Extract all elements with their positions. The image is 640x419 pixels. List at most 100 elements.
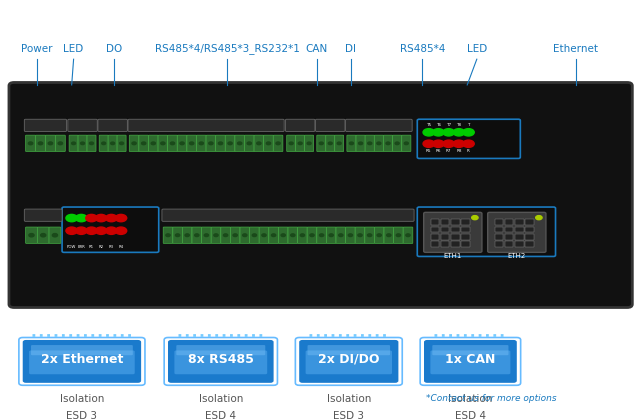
Text: 8x RS485: 8x RS485 bbox=[188, 353, 253, 366]
FancyBboxPatch shape bbox=[402, 135, 411, 152]
Circle shape bbox=[310, 234, 314, 237]
Bar bbox=[431, 234, 439, 240]
FancyBboxPatch shape bbox=[202, 227, 211, 243]
Text: R8: R8 bbox=[456, 149, 461, 153]
Bar bbox=[451, 241, 460, 247]
Circle shape bbox=[111, 142, 115, 145]
FancyBboxPatch shape bbox=[346, 227, 355, 243]
Circle shape bbox=[433, 140, 444, 147]
FancyBboxPatch shape bbox=[163, 227, 173, 243]
FancyBboxPatch shape bbox=[26, 227, 37, 243]
Circle shape bbox=[536, 216, 542, 220]
FancyBboxPatch shape bbox=[158, 135, 168, 152]
FancyBboxPatch shape bbox=[108, 135, 117, 152]
FancyBboxPatch shape bbox=[273, 135, 283, 152]
FancyBboxPatch shape bbox=[250, 227, 259, 243]
Text: DI: DI bbox=[345, 44, 356, 54]
Circle shape bbox=[90, 142, 93, 145]
FancyBboxPatch shape bbox=[259, 227, 269, 243]
FancyBboxPatch shape bbox=[374, 135, 383, 152]
Circle shape bbox=[307, 142, 311, 145]
FancyBboxPatch shape bbox=[69, 135, 78, 152]
FancyBboxPatch shape bbox=[24, 209, 62, 221]
Circle shape bbox=[86, 215, 97, 222]
Circle shape bbox=[433, 129, 444, 136]
Circle shape bbox=[406, 234, 410, 237]
Circle shape bbox=[223, 234, 228, 237]
Text: POW: POW bbox=[67, 245, 76, 249]
Bar bbox=[515, 241, 524, 247]
FancyBboxPatch shape bbox=[326, 135, 335, 152]
Circle shape bbox=[81, 142, 84, 145]
Text: R5: R5 bbox=[426, 149, 431, 153]
Bar bbox=[431, 227, 439, 233]
Text: 2x Ethernet: 2x Ethernet bbox=[41, 353, 123, 366]
Circle shape bbox=[423, 129, 435, 136]
Circle shape bbox=[377, 142, 381, 145]
Bar bbox=[505, 241, 513, 247]
Text: ESD 3: ESD 3 bbox=[67, 411, 97, 419]
Text: Power: Power bbox=[21, 44, 53, 54]
Circle shape bbox=[115, 215, 127, 222]
Bar bbox=[505, 227, 513, 233]
Text: R4: R4 bbox=[118, 245, 124, 249]
Circle shape bbox=[443, 129, 454, 136]
FancyBboxPatch shape bbox=[394, 227, 403, 243]
Circle shape bbox=[387, 234, 391, 237]
Bar bbox=[461, 227, 470, 233]
FancyBboxPatch shape bbox=[317, 135, 326, 152]
Circle shape bbox=[368, 142, 372, 145]
FancyBboxPatch shape bbox=[365, 135, 374, 152]
Circle shape bbox=[328, 142, 332, 145]
Text: RS485*4: RS485*4 bbox=[400, 44, 445, 54]
FancyBboxPatch shape bbox=[235, 135, 244, 152]
FancyBboxPatch shape bbox=[117, 135, 126, 152]
Circle shape bbox=[233, 234, 237, 237]
Circle shape bbox=[214, 234, 218, 237]
Circle shape bbox=[423, 140, 435, 147]
FancyBboxPatch shape bbox=[211, 227, 221, 243]
FancyBboxPatch shape bbox=[56, 135, 65, 152]
FancyBboxPatch shape bbox=[68, 119, 97, 132]
Circle shape bbox=[38, 142, 43, 145]
Bar bbox=[515, 234, 524, 240]
FancyBboxPatch shape bbox=[417, 119, 520, 158]
FancyBboxPatch shape bbox=[383, 135, 392, 152]
Bar bbox=[441, 227, 449, 233]
FancyBboxPatch shape bbox=[433, 345, 509, 355]
Bar bbox=[441, 234, 449, 240]
Circle shape bbox=[289, 142, 293, 145]
FancyBboxPatch shape bbox=[196, 135, 206, 152]
FancyBboxPatch shape bbox=[45, 135, 56, 152]
Bar bbox=[525, 219, 534, 225]
Circle shape bbox=[151, 142, 156, 145]
Circle shape bbox=[266, 142, 271, 145]
FancyBboxPatch shape bbox=[230, 227, 240, 243]
Bar bbox=[495, 219, 503, 225]
Bar bbox=[495, 227, 503, 233]
Bar bbox=[431, 241, 439, 247]
FancyBboxPatch shape bbox=[298, 227, 307, 243]
FancyBboxPatch shape bbox=[285, 119, 315, 132]
Circle shape bbox=[348, 234, 353, 237]
FancyBboxPatch shape bbox=[326, 227, 336, 243]
FancyBboxPatch shape bbox=[216, 135, 225, 152]
FancyBboxPatch shape bbox=[296, 135, 305, 152]
FancyBboxPatch shape bbox=[346, 119, 412, 132]
Circle shape bbox=[291, 234, 295, 237]
FancyBboxPatch shape bbox=[36, 135, 45, 152]
Circle shape bbox=[29, 233, 34, 237]
Text: R6: R6 bbox=[436, 149, 441, 153]
FancyBboxPatch shape bbox=[177, 345, 265, 355]
Text: LED: LED bbox=[63, 44, 84, 54]
Circle shape bbox=[243, 234, 247, 237]
Circle shape bbox=[218, 142, 223, 145]
Circle shape bbox=[463, 140, 474, 147]
Circle shape bbox=[120, 142, 124, 145]
Circle shape bbox=[358, 142, 363, 145]
Circle shape bbox=[76, 215, 87, 222]
FancyBboxPatch shape bbox=[177, 135, 187, 152]
Bar bbox=[451, 227, 460, 233]
Circle shape bbox=[102, 142, 106, 145]
FancyBboxPatch shape bbox=[308, 345, 390, 355]
